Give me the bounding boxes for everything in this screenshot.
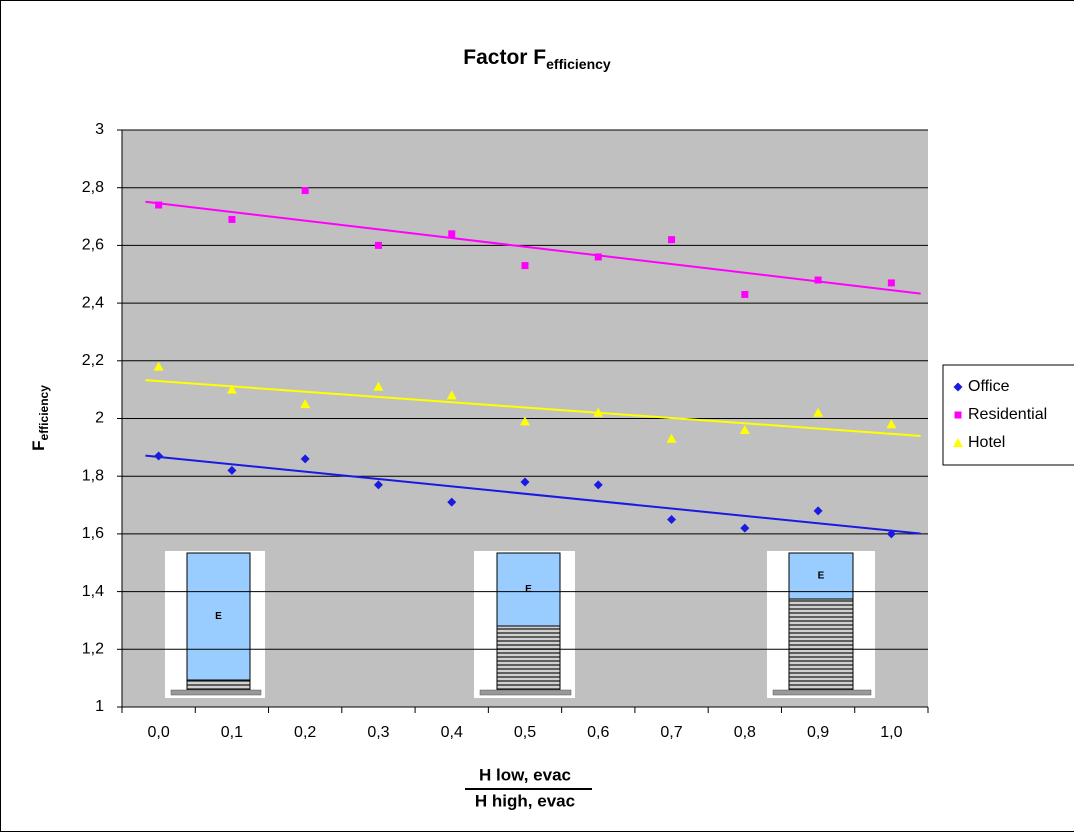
x-label-denominator: H high, evac xyxy=(475,791,575,810)
point xyxy=(375,242,382,249)
y-tick-label: 2,4 xyxy=(82,294,104,311)
point xyxy=(668,236,675,243)
y-tick-label: 2,8 xyxy=(82,179,104,196)
chart: Factor Fefficiency Fefficiency H low, ev… xyxy=(0,0,1074,832)
x-tick-label: 0,3 xyxy=(367,724,389,741)
x-tick-label: 0,7 xyxy=(660,724,682,741)
y-tick-label: 1,6 xyxy=(82,525,104,542)
building-low xyxy=(497,626,560,690)
inset-label: E xyxy=(215,611,222,622)
y-tick-label: 1,8 xyxy=(82,467,104,484)
point xyxy=(448,230,455,237)
inset-label: E xyxy=(818,571,825,582)
legend-label: Hotel xyxy=(968,434,1005,451)
building-low xyxy=(187,680,250,690)
ground xyxy=(171,690,261,695)
point xyxy=(302,187,309,194)
x-tick-label: 0,5 xyxy=(514,724,536,741)
ground xyxy=(773,690,871,695)
x-tick-label: 0,8 xyxy=(734,724,756,741)
legend-marker xyxy=(955,412,962,419)
y-label-subscript: efficiency xyxy=(37,385,51,441)
point xyxy=(522,262,529,269)
point xyxy=(888,279,895,286)
y-tick-label: 1,4 xyxy=(82,583,104,600)
inset-label: E xyxy=(525,584,532,595)
x-tick-label: 0,9 xyxy=(807,724,829,741)
x-tick-label: 1,0 xyxy=(880,724,902,741)
ground xyxy=(480,690,571,695)
x-tick-label: 0,0 xyxy=(148,724,170,741)
x-tick-label: 0,2 xyxy=(294,724,316,741)
x-tick-label: 0,1 xyxy=(221,724,243,741)
x-label-numerator: H low, evac xyxy=(479,765,571,784)
y-tick-label: 1,2 xyxy=(82,641,104,658)
building-low xyxy=(789,599,853,690)
legend-label: Office xyxy=(968,378,1010,395)
point xyxy=(741,291,748,298)
y-label-main: F xyxy=(29,440,48,450)
y-tick-label: 3 xyxy=(95,121,104,138)
point xyxy=(155,202,162,209)
x-tick-label: 0,4 xyxy=(441,724,463,741)
y-tick-label: 2,2 xyxy=(82,352,104,369)
title-subscript: efficiency xyxy=(546,56,611,72)
page: {"chart_data": {"type": "scatter", "titl… xyxy=(0,0,1074,832)
legend-label: Residential xyxy=(968,406,1047,423)
y-tick-label: 2 xyxy=(95,410,104,427)
point xyxy=(228,216,235,223)
point xyxy=(595,253,602,260)
y-tick-label: 2,6 xyxy=(82,237,104,254)
x-tick-label: 0,6 xyxy=(587,724,609,741)
title-main: Factor F xyxy=(463,46,546,69)
point xyxy=(815,277,822,284)
y-tick-label: 1 xyxy=(95,698,104,715)
